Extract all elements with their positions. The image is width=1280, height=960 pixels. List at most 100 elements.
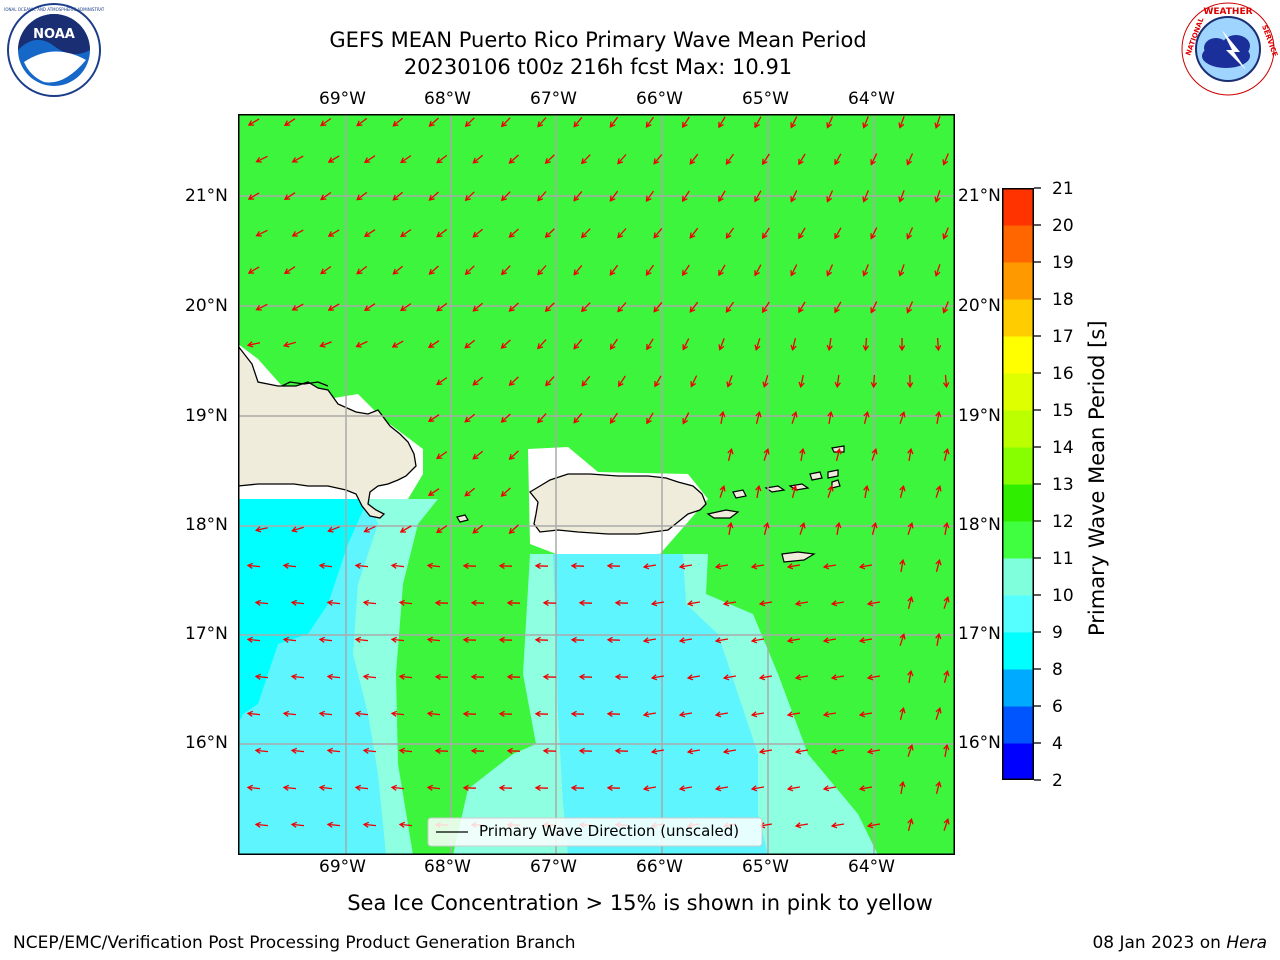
wave-arrow <box>472 524 484 534</box>
wave-arrow <box>678 637 693 644</box>
wave-arrow <box>727 447 734 461</box>
wave-arrow <box>580 228 591 239</box>
wave-arrow <box>862 337 870 352</box>
wave-arrow <box>290 673 305 680</box>
wave-arrow <box>290 747 305 754</box>
wave-arrow <box>544 228 555 238</box>
lon-label-top: 68°W <box>424 89 471 109</box>
wave-arrow <box>726 375 733 388</box>
wave-arrow <box>326 747 341 754</box>
wave-arrow <box>899 633 906 646</box>
wave-arrow <box>462 562 477 570</box>
lon-label-top: 64°W <box>848 89 895 109</box>
wave-arrow <box>326 599 341 606</box>
colorbar-segment <box>1002 595 1034 633</box>
wave-arrow <box>500 339 511 349</box>
wave-arrow <box>794 674 809 681</box>
wave-arrow <box>899 411 906 424</box>
wave-arrow <box>690 375 698 388</box>
wave-arrow <box>934 264 941 277</box>
wave-arrow <box>870 301 878 314</box>
wave-arrow <box>834 153 842 166</box>
wave-arrow <box>436 228 448 238</box>
wave-arrow <box>870 374 878 389</box>
wave-arrow <box>834 375 841 389</box>
footer-credit: NCEP/EMC/Verification Post Processing Pr… <box>13 933 576 953</box>
wave-arrow <box>537 339 547 350</box>
wave-arrow <box>363 155 376 164</box>
wave-arrow <box>790 264 798 277</box>
lat-label-left: 20°N <box>185 296 228 316</box>
wave-arrow <box>508 302 519 312</box>
wave-arrow <box>283 192 296 201</box>
wave-arrow <box>678 785 693 792</box>
wave-arrow <box>318 710 333 717</box>
wave-arrow <box>580 154 591 165</box>
lat-label-right: 19°N <box>958 406 1001 426</box>
lon-label-top: 69°W <box>319 89 366 109</box>
wave-arrow <box>934 337 942 352</box>
wave-arrow <box>761 227 770 240</box>
wave-arrow <box>943 447 950 461</box>
wave-arrow <box>714 785 729 792</box>
colorbar-segment <box>1002 706 1034 744</box>
wave-arrow <box>327 303 340 311</box>
colorbar-tick-label: 17 <box>1052 327 1074 347</box>
wave-arrow <box>542 599 557 607</box>
wave-arrow <box>320 191 332 201</box>
legend-label: Primary Wave Direction (unscaled) <box>479 822 740 840</box>
wave-arrow <box>400 155 412 164</box>
wave-arrow <box>609 190 619 202</box>
wave-arrow <box>392 117 404 127</box>
colorbar-segment <box>1002 632 1034 670</box>
colorbar-segment <box>1002 225 1034 263</box>
lat-label-left: 19°N <box>185 406 228 426</box>
wave-arrow <box>570 636 585 644</box>
wave-arrow <box>498 562 513 570</box>
wave-arrow <box>534 636 549 644</box>
wave-arrow <box>390 784 405 791</box>
wave-arrow <box>609 338 618 350</box>
wave-arrow <box>614 599 629 607</box>
wave-arrow <box>534 784 549 792</box>
wave-arrow <box>500 117 511 128</box>
wave-arrow <box>534 710 549 718</box>
wave-arrow <box>650 748 665 755</box>
wave-arrow <box>934 116 941 129</box>
wave-arrow <box>907 447 914 462</box>
wave-arrow <box>436 154 448 164</box>
wave-arrow <box>714 637 729 644</box>
wave-arrow <box>826 190 834 203</box>
colorbar-segment <box>1002 373 1034 411</box>
wave-arrow <box>907 522 914 535</box>
wave-arrow <box>246 636 261 643</box>
wave-direction-arrows <box>246 116 950 831</box>
wave-arrow <box>428 191 439 201</box>
wave-arrow <box>500 413 511 423</box>
wave-arrow <box>254 673 269 680</box>
wave-arrow <box>470 673 485 681</box>
wave-arrow <box>826 264 834 277</box>
wave-arrow <box>436 377 448 386</box>
wave-arrow <box>282 341 296 348</box>
wave-arrow <box>935 558 942 572</box>
lon-label-top: 67°W <box>530 89 577 109</box>
wave-arrow <box>470 747 485 755</box>
wave-arrow <box>434 673 449 681</box>
wave-arrow <box>906 301 914 314</box>
wave-arrow <box>354 710 369 717</box>
colorbar-segment <box>1002 262 1034 300</box>
wave-arrow <box>614 747 629 755</box>
wave-arrow <box>786 711 801 718</box>
wave-arrow <box>506 673 521 681</box>
wave-arrow <box>282 784 297 791</box>
wave-arrow <box>871 521 878 535</box>
wave-arrow <box>362 673 377 680</box>
colorbar-segment <box>1002 669 1034 707</box>
wave-arrow <box>464 117 475 128</box>
wave-arrow <box>428 265 439 275</box>
wave-arrow <box>653 301 663 313</box>
wave-arrow <box>798 301 806 314</box>
wave-arrow <box>254 526 268 533</box>
wave-arrow <box>758 748 773 755</box>
